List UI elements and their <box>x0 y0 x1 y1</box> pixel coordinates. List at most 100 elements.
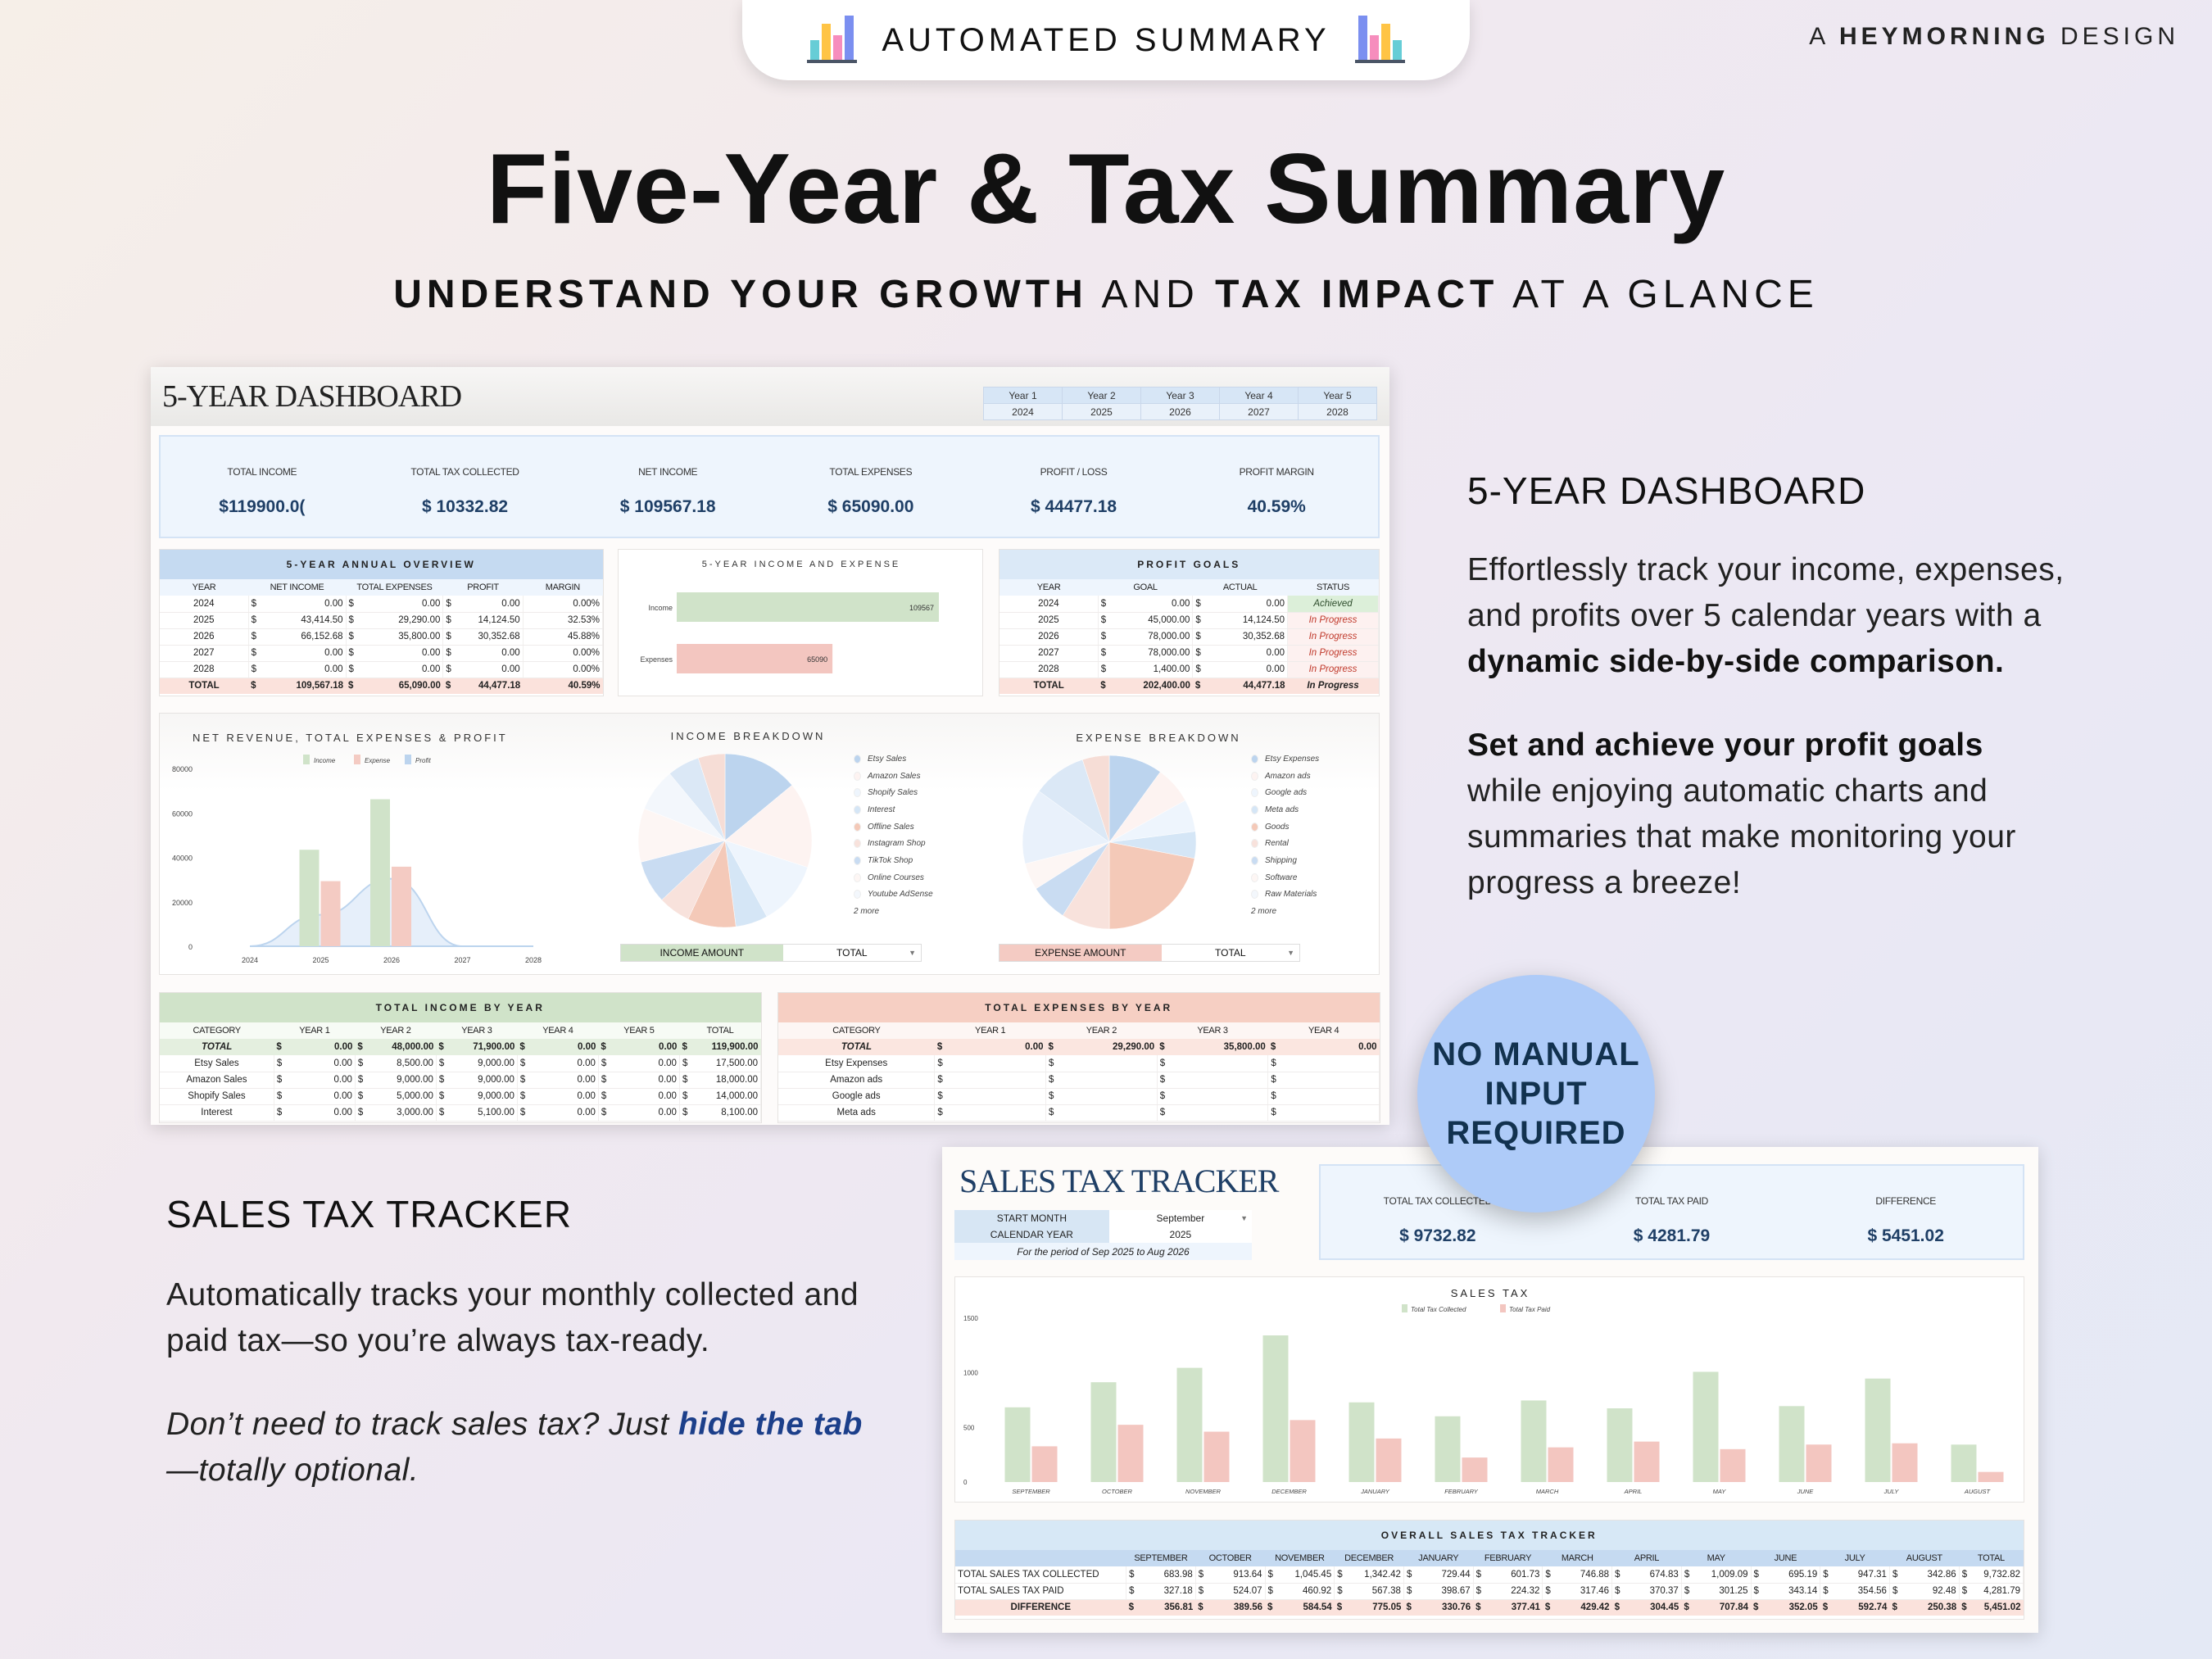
money-cell: $0.00 <box>598 1039 679 1055</box>
cell: 32.53% <box>523 612 604 629</box>
cell-value: 9,000.00 <box>478 1091 514 1101</box>
year-value[interactable]: 2024 <box>983 403 1063 420</box>
total-row: DIFFERENCE $356.81 $389.56 $584.54 $775.05 $3… <box>955 1599 2024 1616</box>
legend-swatch <box>1251 754 1258 764</box>
cell: Shopify Sales <box>160 1088 274 1105</box>
tax-paid-bar <box>1117 1425 1144 1482</box>
money-cell: $0.00 <box>517 1039 598 1055</box>
kpi-card: TOTAL EXPENSES $ 65090.00 <box>769 437 972 537</box>
hide-the-tab-link[interactable]: hide the tab <box>678 1407 863 1442</box>
x-tick-label: OCTOBER <box>1102 1488 1133 1495</box>
money-cell: $304.45 <box>1612 1599 1682 1616</box>
kpi-value: $ 5451.02 <box>1867 1226 1944 1245</box>
legend-item: Instagram Shop <box>854 835 933 852</box>
legend-label: Meta ads <box>1265 805 1299 814</box>
money-cell: $0.00 <box>346 645 444 662</box>
cell-value: 35,800.00 <box>1223 1042 1266 1052</box>
currency-symbol: $ <box>1271 1108 1276 1117</box>
money-cell: $35,800.00 <box>346 628 444 646</box>
currency-symbol: $ <box>1100 615 1107 625</box>
tax-paid-bar <box>1376 1438 1402 1482</box>
legend-swatch <box>1251 873 1258 882</box>
cell-value: 0.00 <box>1025 1042 1044 1052</box>
bar-chart-icon <box>807 16 858 63</box>
tax-collected-bar <box>1521 1400 1547 1482</box>
dropdown-arrow-icon[interactable]: ▼ <box>909 949 916 957</box>
calendar-year-input[interactable]: 2025 <box>1108 1226 1252 1243</box>
legend-item: Shopify Sales <box>854 784 933 801</box>
column-header: YEAR 4 <box>1308 1026 1339 1036</box>
cell: 40.59% <box>568 681 601 691</box>
kpi-label: PROFIT MARGIN <box>1239 466 1315 478</box>
currency-symbol: $ <box>1545 1569 1551 1580</box>
money-cell: $8,100.00 <box>679 1104 762 1122</box>
money-cell: $224.32 <box>1473 1583 1543 1600</box>
currency-symbol: $ <box>348 598 354 609</box>
money-cell: $3,000.00 <box>355 1104 437 1122</box>
currency-symbol: $ <box>348 648 354 658</box>
column-header: ACTUAL <box>1222 582 1258 592</box>
cell-value: 14,000.00 <box>715 1091 758 1101</box>
table-row: TOTAL SALES TAX PAID $327.18 $524.07 $460.9… <box>955 1583 2024 1600</box>
expense-amount-selector[interactable]: EXPENSE AMOUNT TOTAL ▼ <box>999 944 1300 962</box>
column-header: STATUS <box>1317 582 1349 592</box>
legend-swatch <box>1251 805 1258 814</box>
table-row: Meta ads $ $ $ $ <box>778 1104 1380 1122</box>
cell-value: 674.83 <box>1649 1569 1679 1580</box>
money-cell: $ <box>1045 1104 1158 1122</box>
money-cell: $71,900.00 <box>436 1039 517 1055</box>
cell-value: 317.46 <box>1580 1586 1610 1596</box>
year-value[interactable]: 2027 <box>1219 403 1299 420</box>
money-cell: $5,451.02 <box>1959 1599 2023 1616</box>
currency-symbol: $ <box>348 632 354 641</box>
currency-symbol: $ <box>1267 1602 1273 1613</box>
cell-value: 0.00 <box>333 1108 352 1117</box>
x-tick-label: SEPTEMBER <box>1012 1488 1050 1495</box>
cell-value: 352.05 <box>1788 1602 1818 1613</box>
year-label: Year 5 <box>1298 387 1377 404</box>
legend-more[interactable]: 2 more <box>1251 907 1277 917</box>
legend-label: Amazon ads <box>1265 771 1311 781</box>
money-cell: $1,342.42 <box>1334 1566 1404 1584</box>
money-cell: $0.00 <box>598 1104 680 1122</box>
start-month-select[interactable]: September ▼ <box>1108 1210 1252 1226</box>
year-value[interactable]: 2026 <box>1140 403 1220 420</box>
column-header-row: CATEGORY YEAR 1 YEAR 2 YEAR 3 YEAR 4 <box>778 1022 1380 1039</box>
cell: Etsy Expenses <box>778 1055 936 1072</box>
legend-item: TikTok Shop <box>854 852 933 869</box>
income-amount-selector[interactable]: INCOME AMOUNT TOTAL ▼ <box>620 944 922 962</box>
year-label: Year 1 <box>983 387 1063 404</box>
table-row: 2026 $66,152.68 $35,800.00 $30,352.68 45.88% <box>160 628 604 646</box>
dropdown-arrow-icon[interactable]: ▼ <box>1287 949 1294 957</box>
currency-symbol: $ <box>276 1091 283 1101</box>
currency-symbol: $ <box>1194 681 1201 691</box>
page-title: Five-Year & Tax Summary <box>486 133 1726 244</box>
legend-more[interactable]: 2 more <box>854 907 880 917</box>
cell-value: 66,152.68 <box>301 632 343 641</box>
currency-symbol: $ <box>1195 664 1201 674</box>
year-value[interactable]: 2025 <box>1062 403 1141 420</box>
legend-swatch <box>303 755 310 764</box>
legend-swatch <box>854 805 861 814</box>
currency-symbol: $ <box>1823 1586 1829 1596</box>
money-cell: $0.00 <box>442 596 524 613</box>
legend-label: Total Tax Collected <box>1411 1306 1466 1313</box>
cell-value: 14,124.50 <box>478 615 520 625</box>
dropdown-arrow-icon[interactable]: ▼ <box>1240 1214 1248 1222</box>
selector-label: EXPENSE AMOUNT <box>999 945 1162 961</box>
desc-bold: dynamic side-by-side comparison. <box>1467 644 2005 679</box>
cell-value: 29,290.00 <box>1113 1042 1155 1052</box>
table-row: 2027 $0.00 $0.00 $0.00 0.00% <box>160 645 604 662</box>
currency-symbol: $ <box>1475 1586 1482 1596</box>
currency-symbol: $ <box>1129 1569 1135 1580</box>
money-cell: $429.42 <box>1543 1599 1612 1616</box>
column-header: NOVEMBER <box>1275 1553 1325 1563</box>
column-header: DECEMBER <box>1344 1553 1394 1563</box>
subtitle-text-1: AND <box>1087 273 1216 316</box>
overall-table: OVERALL SALES TAX TRACKER SEPTEMBER OCTOBE… <box>955 1521 2024 1616</box>
year-value[interactable]: 2028 <box>1298 403 1377 420</box>
money-cell: $601.73 <box>1473 1566 1543 1584</box>
money-cell: $674.83 <box>1611 1566 1682 1584</box>
cell-value: 0.00 <box>578 1042 596 1052</box>
legend-label: Etsy Expenses <box>1265 754 1320 764</box>
